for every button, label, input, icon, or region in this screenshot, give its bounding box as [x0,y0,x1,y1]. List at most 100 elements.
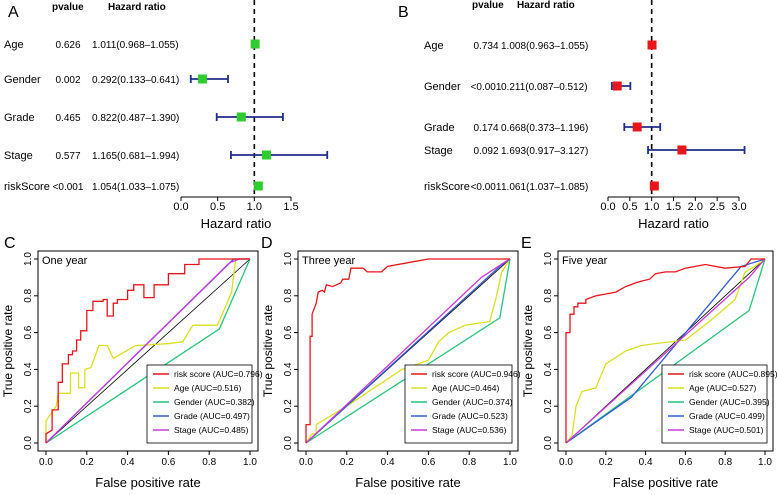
plot-frame [37,250,259,452]
y-tick-label: 0.4 [543,362,554,376]
plot-title: Five year [562,255,608,267]
plot-title: Three year [302,255,356,267]
y-axis-title: True positive rate [1,305,15,398]
row-hazard-ratio: 1.008(0.963–1.055) [501,41,588,52]
y-tick-label: 0.0 [23,436,34,450]
row-pvalue: <0.001 [471,182,502,193]
row-pvalue: <0.001 [471,82,502,93]
row-label: Stage [424,145,453,157]
row-label: riskScore [4,181,50,193]
hr-point [649,181,659,191]
legend-entry: risk score (AUC=0.796) [174,369,263,379]
y-tick-label: 0.2 [543,399,554,413]
roc-plot-c: C One year 0.0 0.2 0.4 0.6 0.8 1.0 0.0 0.2 0.4 0.6 0… [1,235,263,490]
x-tick-label: 0.6 [161,457,175,468]
y-tick-label: 0.6 [283,325,294,339]
panel-label: D [261,235,273,252]
y-axis-title: True positive rate [521,305,535,398]
x-axis-title: False positive rate [355,475,461,490]
row-hazard-ratio: 1.011(0.968–1.055) [92,40,179,51]
x-tick-label: 1.5 [666,201,681,213]
x-tick-label: 0.8 [462,457,476,468]
row-pvalue: 0.577 [55,151,80,162]
hazard-ratio-header: Hazard ratio [108,2,166,13]
legend-entry: Age (AUC=0.464) [432,383,499,393]
row-label: Grade [424,122,455,134]
x-tick-label: 1.5 [283,201,298,213]
legend-entry: Grade (AUC=0.499) [689,411,765,421]
pvalue-header: pvalue [472,0,504,11]
row-label: riskScore [424,181,470,193]
x-tick-label: 0.2 [340,457,354,468]
roc-curve [305,258,510,443]
x-tick-label: 1.0 [503,457,517,468]
plot-title: One year [42,255,88,267]
x-tick-label: 3.0 [731,201,746,213]
x-tick-label: 2.5 [710,201,725,213]
y-tick-label: 1.0 [543,252,554,266]
row-label: Grade [4,112,35,124]
row-pvalue: 0.626 [55,40,80,51]
hazard-ratio-header: Hazard ratio [517,0,575,11]
roc-curve [565,258,766,444]
x-tick-label: 1.0 [758,457,772,468]
x-tick-label: 0.4 [121,457,135,468]
row-pvalue: 0.092 [473,146,498,157]
y-tick-label: 1.0 [23,252,34,266]
hr-point [632,122,642,132]
roc-curve [565,258,766,444]
row-label: Age [424,40,444,52]
legend-entry: Age (AUC=0.516) [174,383,241,393]
x-tick-label: 0.8 [718,457,732,468]
x-tick-label: 1.0 [243,457,257,468]
x-tick-label: 0.2 [80,457,94,468]
y-tick-label: 0.8 [23,288,34,302]
hr-point [250,39,260,49]
panel-label: B [398,4,409,21]
row-pvalue: 0.174 [473,123,498,134]
row-hazard-ratio: 0.822(0.487–1.390) [92,113,179,124]
x-tick-label: 0.5 [622,201,637,213]
x-tick-label: 0.6 [421,457,435,468]
hr-point [197,74,207,84]
row-pvalue: 0.734 [473,41,498,52]
x-tick-label: 1.0 [644,201,659,213]
y-tick-label: 0.0 [543,436,554,450]
y-tick-label: 0.2 [23,399,34,413]
x-tick-label: 0.2 [599,457,613,468]
diagonal-line [45,258,251,444]
roc-curve [565,258,766,444]
row-label: Stage [4,150,33,162]
legend-entry: Grade (AUC=0.497) [174,411,250,421]
x-tick-label: 1.0 [247,201,262,213]
row-hazard-ratio: 0.668(0.373–1.196) [501,123,588,134]
x-tick-label: 0.4 [381,457,395,468]
roc-curve [565,258,765,443]
legend-entry: Stage (AUC=0.536) [432,425,507,435]
y-tick-label: 0.2 [283,399,294,413]
roc-plot-e: E Five year 0.0 0.2 0.4 0.6 0.8 1.0 0.0 0.2 0.4 0.6… [521,235,777,490]
roc-curve [305,258,511,444]
roc-curve [45,258,250,443]
roc-curve [305,258,511,444]
row-pvalue: 0.002 [55,75,80,86]
y-tick-label: 0.8 [543,288,554,302]
y-tick-label: 0.0 [283,436,294,450]
x-axis-title: Hazard ratio [201,216,272,231]
x-tick-label: 0.5 [210,201,225,213]
row-pvalue: <0.001 [53,182,84,193]
legend-entry: Gender (AUC=0.382) [174,397,255,407]
y-tick-label: 0.8 [283,288,294,302]
roc-curve [45,258,251,444]
x-tick-label: 0.0 [299,457,313,468]
legend-box [404,364,513,444]
x-tick-label: 0.0 [39,457,53,468]
row-label: Gender [424,81,461,93]
x-axis-title: False positive rate [95,475,201,490]
row-hazard-ratio: 0.292(0.133–0.641) [92,75,179,86]
roc-curve [305,258,511,444]
row-hazard-ratio: 0.211(0.087–0.512) [501,82,588,93]
row-pvalue: 0.465 [55,113,80,124]
roc-plot-d: D Three year 0.0 0.2 0.4 0.6 0.8 1.0 0.0 0.2 0.4 0.… [261,235,521,490]
legend-entry: Gender (AUC=0.374) [432,397,513,407]
